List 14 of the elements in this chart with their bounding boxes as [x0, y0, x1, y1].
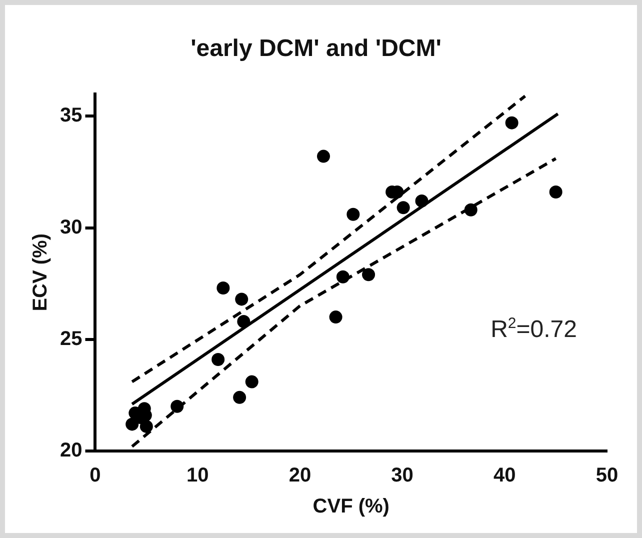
x-tick-label: 30 — [391, 464, 414, 487]
x-tick-label: 0 — [90, 464, 101, 487]
y-axis-title: ECV (%) — [30, 234, 52, 312]
x-tick-label: 40 — [494, 464, 516, 487]
x-tick-label: 10 — [186, 464, 209, 487]
annotation: R$^{2}$=0.72 — [490, 315, 577, 344]
x-tick-label: 20 — [288, 464, 312, 487]
y-tick-label: 30 — [60, 216, 82, 238]
x-tick-label: 50 — [596, 464, 618, 487]
y-tick-label: 25 — [60, 328, 82, 350]
x-axis-title: CVF (%) — [312, 496, 390, 518]
y-tick-label: 20 — [60, 440, 82, 462]
y-tick-label: 35 — [60, 104, 82, 127]
chart-title: 'early DCM' and 'DCM' — [190, 35, 442, 62]
